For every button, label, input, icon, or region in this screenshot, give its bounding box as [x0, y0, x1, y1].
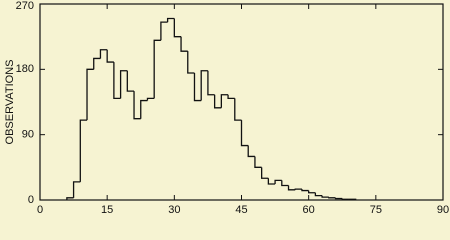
histogram-bar	[314, 192, 323, 197]
histogram-bar	[240, 120, 249, 147]
histogram-bar	[261, 167, 269, 179]
histogram-bar	[133, 91, 141, 120]
y-tick-label: 0	[28, 194, 34, 206]
histogram-bar	[153, 39, 161, 99]
y-tick-label: 180	[16, 63, 34, 75]
x-tick-label: 90	[437, 204, 449, 216]
histogram-bar	[106, 49, 114, 63]
histogram-bar	[308, 190, 316, 194]
histogram-bar	[287, 185, 296, 191]
histogram-bar	[187, 51, 195, 74]
histogram-bar	[119, 70, 128, 99]
histogram-bar	[193, 72, 202, 102]
histogram-bar	[220, 94, 229, 108]
histogram-bar	[328, 197, 336, 199]
histogram-bar	[93, 57, 101, 70]
x-tick-label: 30	[168, 204, 180, 216]
x-tick-label: 75	[370, 204, 382, 216]
histogram-bar	[341, 198, 349, 200]
histogram-bar	[72, 181, 81, 198]
histogram-bar	[274, 179, 282, 185]
page: {"chart_data": {"type": "histogram", "y_…	[3, 0, 450, 216]
histogram-bar	[86, 68, 94, 121]
histogram-bar	[267, 178, 276, 185]
histogram-bar	[301, 189, 309, 192]
histogram-bar	[200, 70, 208, 101]
histogram-bar	[227, 94, 235, 100]
y-tick-label: 90	[22, 129, 34, 141]
histogram-bar	[160, 21, 168, 41]
histogram-bar	[140, 99, 148, 119]
histogram-bar	[79, 119, 88, 182]
histogram-bar	[334, 197, 343, 200]
histogram-bar	[180, 36, 188, 52]
chart: OBSERVATIONS 0 90 180 270 0 15 30 45 60 75 90	[4, 0, 449, 216]
histogram-bar	[126, 70, 135, 92]
histogram-bar	[294, 188, 302, 190]
histogram-bar	[254, 156, 262, 168]
histogram-bar	[146, 97, 155, 101]
x-tick-label: 45	[235, 204, 247, 216]
histogram-bar	[321, 195, 329, 198]
x-tick-label: 0	[37, 204, 43, 216]
histogram-bar	[113, 62, 121, 100]
y-axis-label: OBSERVATIONS	[4, 60, 16, 145]
histogram-bar	[166, 17, 175, 23]
x-tick-label: 15	[101, 204, 113, 216]
x-tick-label: 60	[303, 204, 315, 216]
histogram-bar	[207, 70, 215, 96]
histogram-bar	[173, 18, 182, 38]
histogram-bar	[66, 197, 74, 200]
histogram-bar	[99, 49, 108, 59]
histogram-bar	[348, 198, 357, 200]
histogram-bar	[213, 94, 222, 109]
histogram-bar	[234, 98, 242, 121]
y-tick-label: 270	[16, 0, 34, 12]
histogram-bar	[247, 145, 255, 158]
histogram-bar	[281, 180, 289, 187]
plot-frame	[39, 3, 444, 201]
